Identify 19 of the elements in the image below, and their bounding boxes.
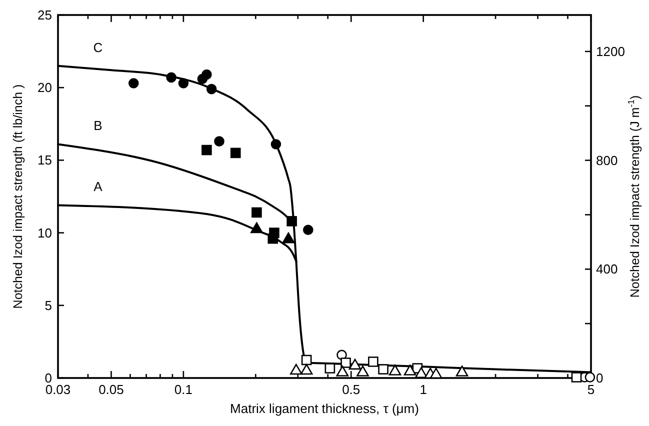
y-tick-label: 25 [38,8,52,22]
x-tick-label: 0.05 [98,382,124,397]
series-label: C [93,40,103,55]
y2-tick-label: 400 [596,262,618,277]
y-tick-label: 10 [38,225,52,240]
y-tick-label: 20 [38,80,52,96]
x-axis-title: Matrix ligament thickness, τ (μm) [230,401,419,416]
x-tick-label: 1 [420,382,427,397]
x-tick-label: 0.1 [174,382,192,397]
y2-tick-label: 0 [596,370,604,386]
y-tick-label: 15 [38,152,52,168]
y2-tick-label: 800 [596,152,618,168]
y-tick-label: 5 [44,298,52,313]
x-tick-label: 5 [587,382,595,397]
y-axis-title: Notched Izod impact strength (ft lb/inch ) [11,84,25,309]
series-label: B [94,118,102,134]
y2-tick-label: 1200 [596,44,625,59]
x-tick-label: 0.5 [342,382,360,397]
series-label: A [94,179,103,194]
